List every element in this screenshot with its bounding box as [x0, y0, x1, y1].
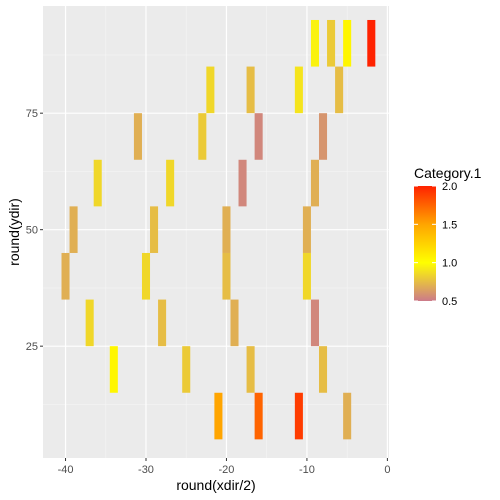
tile [166, 159, 175, 207]
legend-colorbar [414, 186, 436, 301]
tile [254, 113, 263, 160]
tile [302, 252, 311, 300]
tile [85, 299, 94, 347]
tile [109, 346, 118, 393]
tile [343, 19, 352, 67]
y-tick-label: 25 [26, 341, 38, 353]
tile [230, 299, 239, 347]
legend-ticks: 0.5 1.0 1.5 2.0 [414, 181, 457, 308]
tile [206, 66, 215, 114]
legend-label: 1.5 [442, 219, 457, 231]
panel-background [43, 6, 389, 458]
legend-label: 1.0 [442, 258, 457, 270]
tile [294, 66, 303, 114]
tile [310, 159, 319, 207]
tile [318, 113, 328, 160]
y-tick-label: 75 [26, 108, 38, 120]
grid-minor [43, 6, 389, 458]
legend-title: Category.1 [414, 165, 482, 181]
y-axis: 25 50 75 [26, 108, 43, 353]
legend-label: 2.0 [442, 181, 457, 193]
tile [61, 252, 70, 300]
x-tick-label: 0 [384, 464, 390, 476]
tile [214, 392, 223, 440]
tile [141, 252, 151, 300]
tile [133, 113, 142, 160]
tile [246, 66, 255, 114]
tile [182, 346, 191, 393]
legend-label: 0.5 [442, 296, 457, 308]
tile [302, 206, 311, 253]
tile [327, 19, 336, 67]
tile [198, 113, 207, 160]
tile [367, 19, 376, 67]
tile [93, 159, 102, 207]
tile [158, 299, 167, 347]
tile [310, 299, 319, 347]
tile [310, 19, 319, 67]
tiles [61, 19, 376, 440]
tile [222, 206, 231, 253]
tile [318, 346, 328, 393]
x-axis-title: round(xdir/2) [176, 477, 255, 493]
tile [238, 159, 247, 207]
y-tick-label: 50 [26, 225, 38, 237]
tile [343, 392, 352, 440]
tile [294, 392, 303, 440]
tile [69, 206, 78, 253]
x-tick-label: -30 [138, 464, 154, 476]
tile [222, 252, 231, 300]
tile [254, 392, 263, 440]
x-axis: -40 -30 -20 -10 0 [58, 458, 390, 476]
tile [335, 66, 344, 114]
legend: Category.1 0.5 1.0 1.5 2.0 [414, 165, 482, 308]
y-axis-title: round(ydir) [6, 198, 22, 266]
x-tick-label: -10 [299, 464, 315, 476]
x-tick-label: -20 [219, 464, 235, 476]
tile [246, 346, 255, 393]
tile [150, 206, 159, 253]
x-tick-label: -40 [58, 464, 74, 476]
